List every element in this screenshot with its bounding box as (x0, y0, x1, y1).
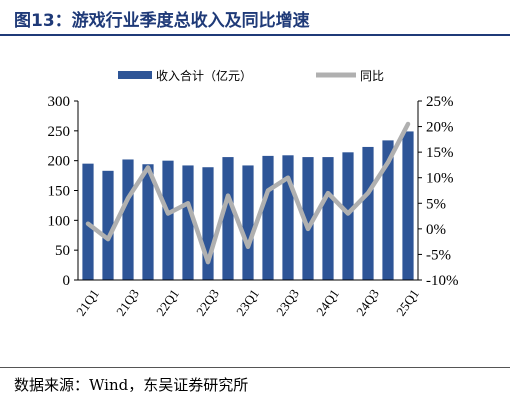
x-axis-tick-label: 24Q3 (353, 286, 382, 318)
revenue-bar (262, 155, 274, 280)
right-axis-tick-label: 20% (426, 120, 454, 136)
revenue-bars (82, 131, 414, 280)
revenue-bar (302, 157, 314, 280)
x-axis-tick-label: 22Q1 (153, 286, 182, 318)
yoy-line-path (85, 121, 411, 265)
revenue-bar (102, 170, 114, 280)
revenue-bar (382, 140, 394, 280)
revenue-bar (282, 155, 294, 280)
figure-title: 图13：游戏行业季度总收入及同比增速 (14, 11, 310, 31)
x-axis-tick-label: 23Q1 (233, 286, 262, 318)
yoy-line (85, 121, 411, 265)
legend-bar-label: 收入合计（亿元） (156, 68, 252, 83)
revenue-bar (402, 131, 414, 280)
revenue-bar (342, 152, 354, 280)
x-axis-tick-label: 25Q1 (393, 286, 422, 318)
revenue-bar (222, 157, 234, 280)
left-axis-tick-label: 300 (48, 94, 71, 110)
revenue-yoy-chart: 收入合计（亿元） 同比 0 50 100 150 200 250 300 -10% -5% 0%… (48, 68, 459, 319)
right-y-axis: -10% -5% 0% 5% 10% 15% 20% 25% (417, 94, 459, 289)
revenue-bar (182, 165, 194, 280)
left-y-axis: 0 50 100 150 200 250 300 (48, 94, 79, 289)
chart-legend: 收入合计（亿元） 同比 (118, 68, 384, 83)
revenue-bar (362, 146, 374, 280)
revenue-bar (322, 157, 334, 280)
right-axis-tick-label: 5% (426, 196, 446, 212)
source-rule (0, 367, 510, 368)
x-axis-tick-label: 24Q1 (313, 286, 342, 318)
x-axis: 21Q1 21Q3 22Q1 22Q3 23Q1 23Q3 24Q1 24Q3 25Q1 (73, 279, 422, 319)
revenue-bar (122, 159, 134, 280)
left-axis-tick-label: 250 (48, 124, 71, 140)
left-axis-tick-label: 50 (55, 243, 70, 259)
right-axis-tick-label: 15% (426, 145, 454, 161)
legend-bar-swatch (118, 71, 152, 79)
revenue-bar (242, 165, 254, 280)
right-axis-tick-label: 0% (426, 222, 446, 238)
legend-line-label: 同比 (360, 69, 384, 83)
right-axis-tick-label: 25% (426, 94, 454, 110)
revenue-bar (142, 164, 154, 280)
revenue-bar (202, 167, 214, 280)
x-axis-tick-label: 23Q3 (273, 286, 302, 318)
source-note: 数据来源：Wind，东吴证券研究所 (14, 376, 249, 394)
revenue-bar (162, 160, 174, 280)
title-rule (0, 34, 510, 36)
left-axis-tick-label: 0 (63, 273, 71, 289)
right-axis-tick-label: -10% (426, 273, 459, 289)
x-axis-tick-label: 21Q3 (113, 286, 142, 318)
left-axis-tick-label: 150 (48, 184, 71, 200)
right-axis-tick-label: 10% (426, 171, 454, 187)
x-axis-tick-label: 22Q3 (193, 286, 222, 318)
left-axis-tick-label: 200 (48, 154, 71, 170)
right-axis-tick-label: -5% (426, 247, 451, 263)
left-axis-tick-label: 100 (48, 213, 71, 229)
x-axis-tick-label: 21Q1 (73, 286, 102, 318)
